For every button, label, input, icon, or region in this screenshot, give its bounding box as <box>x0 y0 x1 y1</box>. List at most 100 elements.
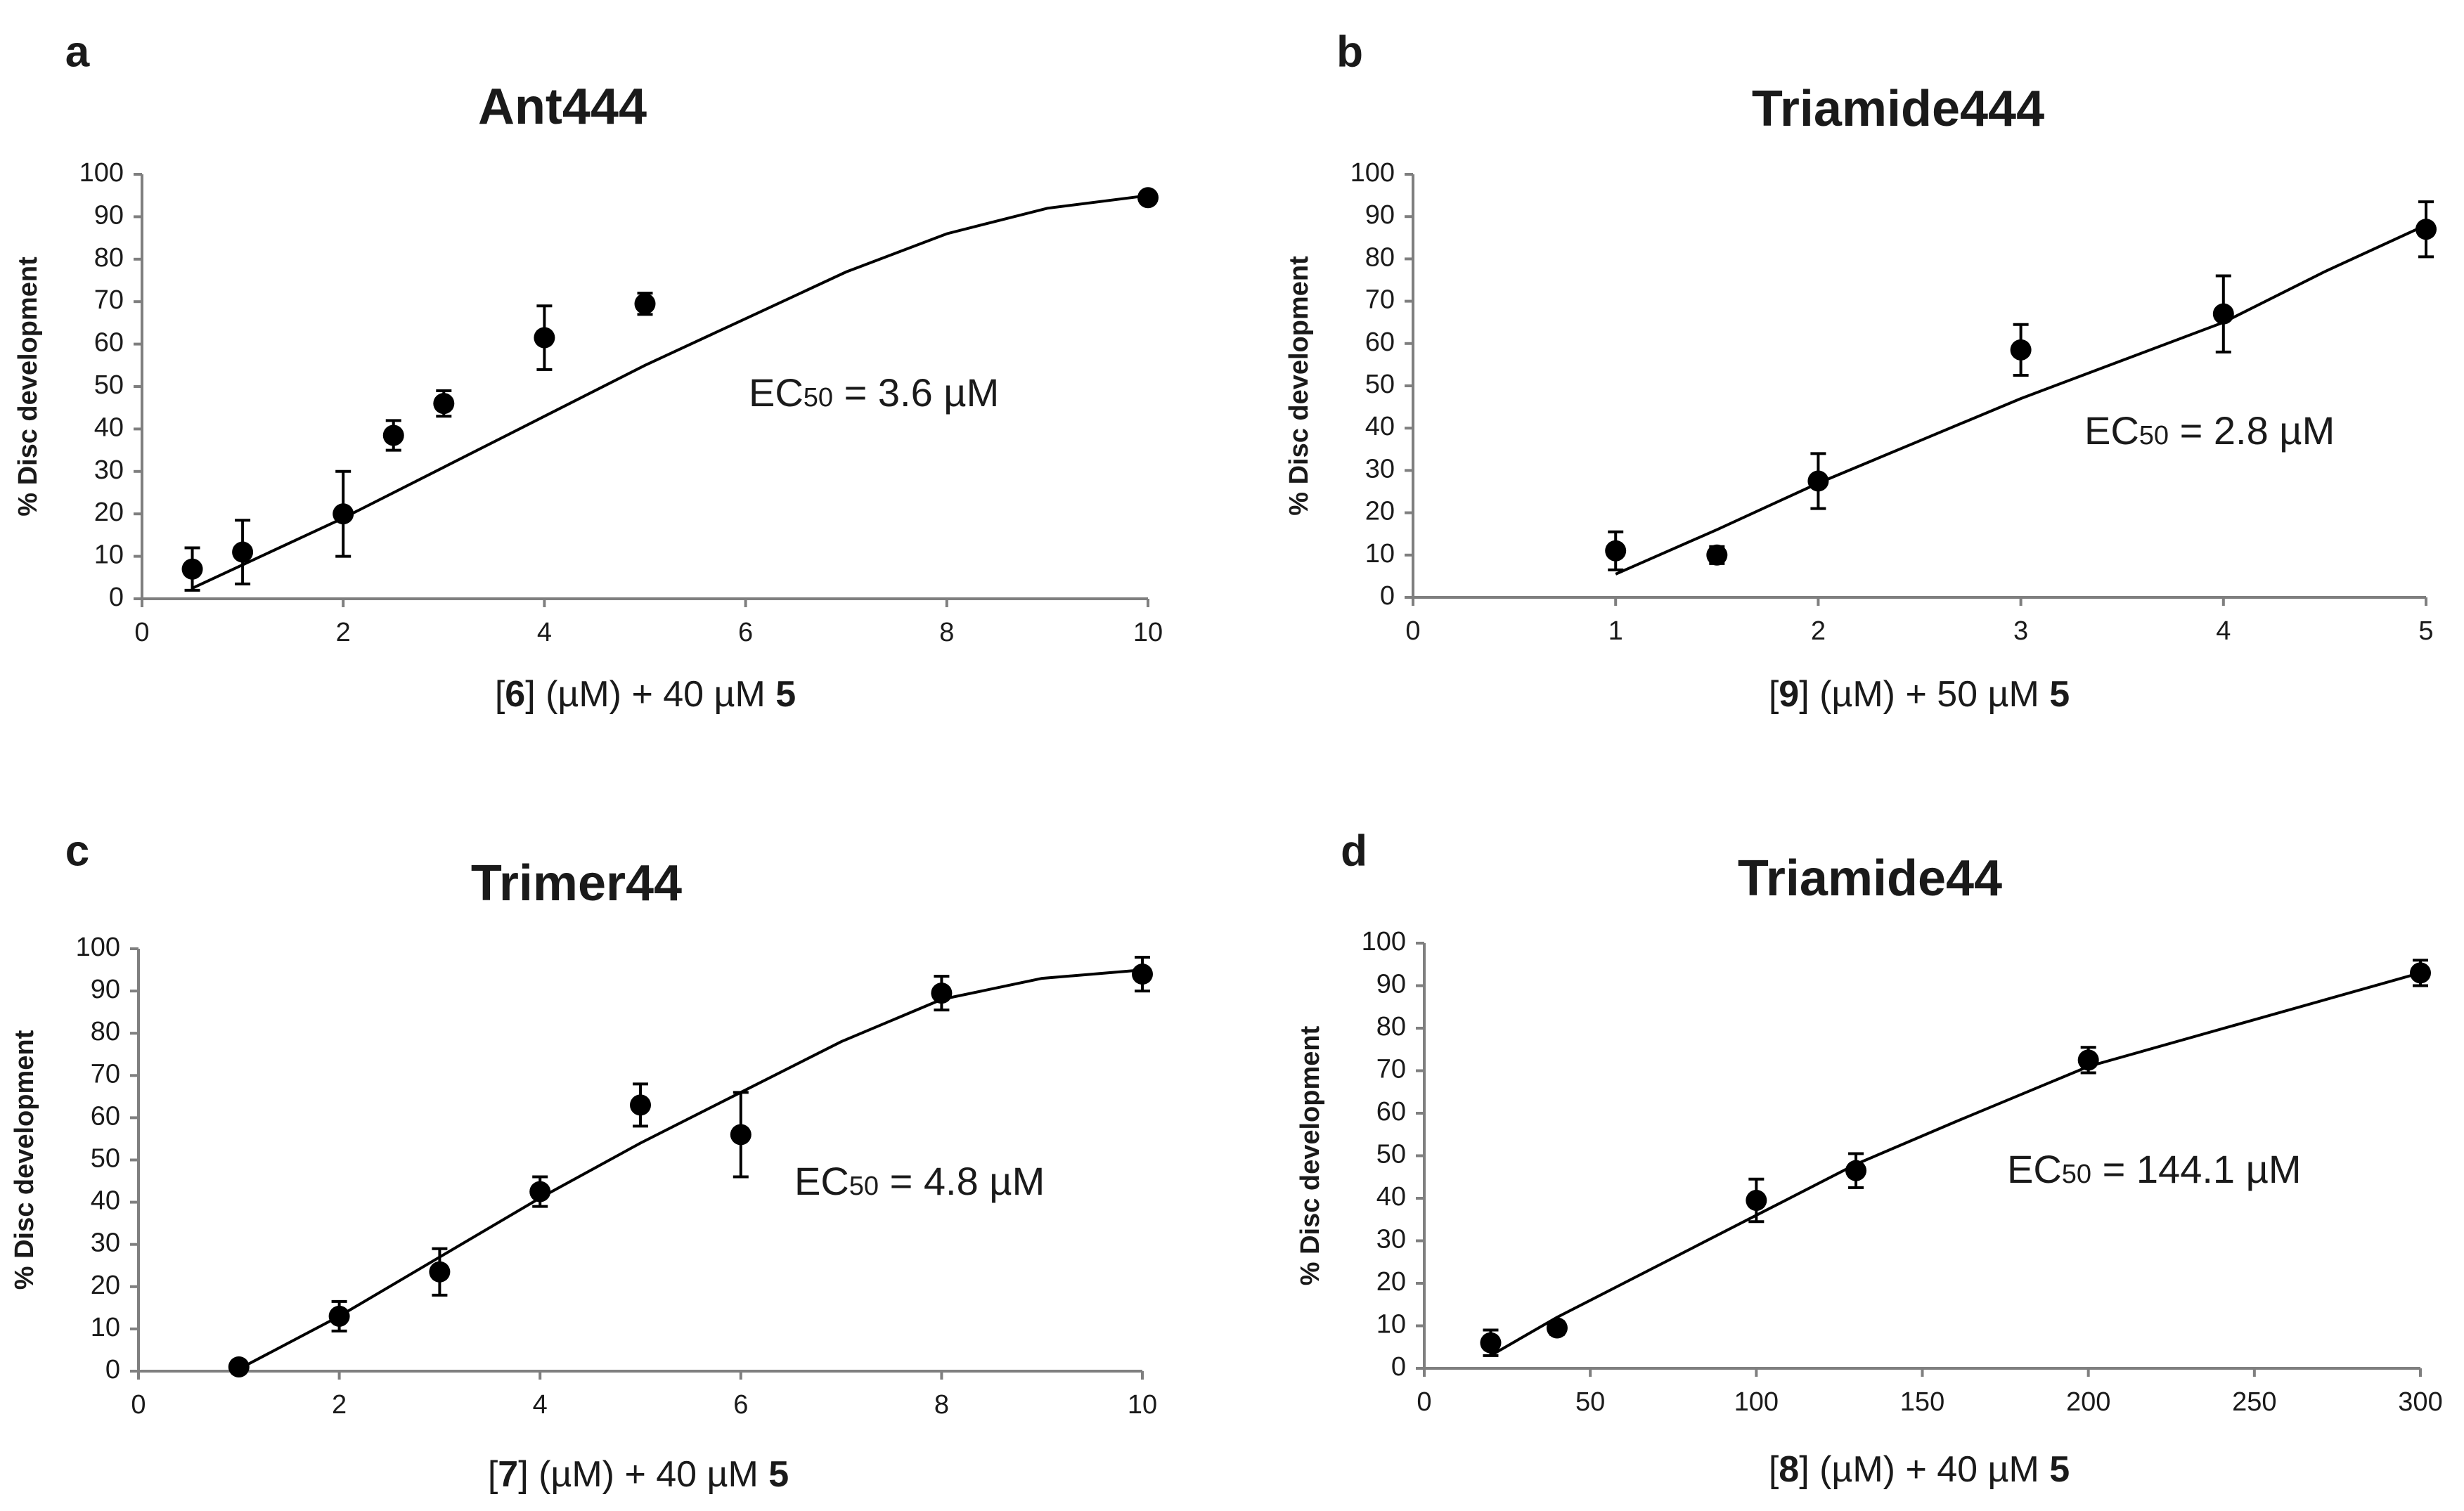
y-axis-label: % Disc development <box>1284 256 1314 516</box>
ec50-annotation: EC50 = 3.6 µM <box>749 370 999 415</box>
x-axis-label-compound: 8 <box>1779 1449 1799 1490</box>
x-tick-label: 200 <box>2066 1387 2110 1417</box>
y-tick-label: 30 <box>1376 1225 1406 1254</box>
y-tick-label: 100 <box>76 933 120 962</box>
x-axis-label: [7] (µM) + 40 µM 5 <box>488 1454 789 1495</box>
data-point <box>1807 470 1829 492</box>
y-tick-label: 100 <box>1362 927 1406 956</box>
ec50-annotation: EC50 = 2.8 µM <box>2084 408 2335 453</box>
x-axis-label: [9] (µM) + 50 µM 5 <box>1769 674 2070 715</box>
y-tick-label: 40 <box>94 413 124 442</box>
data-point <box>1706 544 1728 566</box>
y-axis-label: % Disc development <box>1296 1025 1325 1285</box>
x-axis-label-text: ] (µM) + 40 µM <box>1799 1449 2049 1490</box>
data-point <box>529 1181 551 1202</box>
y-tick-label: 90 <box>1376 970 1406 999</box>
y-tick-label: 60 <box>94 328 124 358</box>
ec50-subscript: 50 <box>804 383 833 413</box>
y-tick-label: 80 <box>94 243 124 273</box>
y-tick-label: 30 <box>91 1228 120 1258</box>
y-tick-label: 50 <box>1376 1140 1406 1169</box>
panel-letter: d <box>1341 826 1367 875</box>
data-point <box>1746 1190 1767 1212</box>
y-tick-label: 10 <box>1376 1310 1406 1340</box>
x-tick-label: 50 <box>1575 1387 1605 1417</box>
ec50-subscript: 50 <box>849 1172 879 1201</box>
data-point <box>1605 540 1627 562</box>
x-tick-label: 1 <box>1608 616 1623 646</box>
y-tick-label: 20 <box>91 1271 120 1300</box>
y-tick-label: 30 <box>94 455 124 485</box>
x-axis-label: [6] (µM) + 40 µM 5 <box>495 674 796 715</box>
data-point <box>2410 962 2431 984</box>
ec50-value: = 144.1 µM <box>2091 1147 2301 1191</box>
data-point <box>630 1094 651 1116</box>
x-tick-label: 4 <box>2216 616 2231 646</box>
y-tick-label: 20 <box>94 498 124 527</box>
data-point <box>333 503 354 525</box>
x-tick-label: 10 <box>1128 1390 1157 1420</box>
data-point <box>429 1261 451 1283</box>
x-tick-label: 3 <box>2013 616 2028 646</box>
x-tick-label: 4 <box>537 618 552 647</box>
data-point <box>1132 964 1153 985</box>
x-axis-label-bracket: [ <box>495 674 505 715</box>
panel-letter: c <box>65 826 89 875</box>
x-tick-label: 0 <box>1417 1387 1431 1417</box>
x-axis-label-compound: 6 <box>505 674 525 715</box>
x-tick-label: 0 <box>131 1390 146 1420</box>
panel-letter: a <box>65 27 90 76</box>
y-tick-label: 90 <box>91 975 120 1004</box>
chart-title: Ant444 <box>478 79 647 135</box>
x-axis-label-bracket: [ <box>1769 1449 1779 1490</box>
data-point <box>328 1305 350 1327</box>
y-tick-label: 60 <box>1365 328 1395 357</box>
y-tick-label: 0 <box>1391 1352 1406 1382</box>
data-point <box>2077 1049 2099 1071</box>
chart-panel-b: b Triamide444 0 10 20 30 40 50 60 70 80 90 100 0 1 2 3 4 5… <box>1284 27 2437 715</box>
y-tick-label: 60 <box>91 1101 120 1131</box>
chart-title: Trimer44 <box>471 855 682 912</box>
chart-title: Triamide444 <box>1752 81 2044 137</box>
x-axis-label-reagent: 5 <box>2049 674 2070 715</box>
y-tick-label: 90 <box>1365 200 1395 230</box>
ec50-annotation: EC50 = 144.1 µM <box>2007 1147 2302 1191</box>
y-tick-label: 80 <box>91 1017 120 1046</box>
ec50-prefix: EC <box>749 370 804 415</box>
x-tick-label: 250 <box>2232 1387 2276 1417</box>
ec50-value: = 3.6 µM <box>833 370 999 415</box>
data-point <box>931 983 953 1004</box>
x-tick-label: 150 <box>1900 1387 1944 1417</box>
x-tick-label: 8 <box>939 618 954 647</box>
x-axis-label-reagent: 5 <box>768 1454 789 1495</box>
x-tick-label: 300 <box>2398 1387 2442 1417</box>
ec50-prefix: EC <box>2007 1147 2062 1191</box>
y-tick-label: 10 <box>1365 539 1395 569</box>
data-point <box>634 293 656 315</box>
y-tick-label: 40 <box>1376 1182 1406 1212</box>
y-axis-label: % Disc development <box>13 257 43 517</box>
ec50-value: = 4.8 µM <box>879 1159 1045 1203</box>
y-tick-label: 10 <box>94 540 124 570</box>
y-tick-label: 70 <box>1376 1055 1406 1084</box>
chart-panel-d: d Triamide44 0 10 20 30 40 50 60 70 80 90 100 0 50 100 1… <box>1296 826 2443 1490</box>
x-axis-label-reagent: 5 <box>775 674 796 715</box>
fit-curve <box>1615 223 2427 576</box>
y-tick-label: 10 <box>91 1313 120 1342</box>
x-axis-label-text: ] (µM) + 40 µM <box>525 674 775 715</box>
y-tick-label: 0 <box>109 583 124 612</box>
y-tick-label: 40 <box>91 1186 120 1216</box>
x-axis-label-compound: 9 <box>1779 674 1799 715</box>
ec50-value: = 2.8 µM <box>2169 408 2335 453</box>
x-axis-label-bracket: [ <box>1769 674 1779 715</box>
data-point <box>232 541 254 563</box>
y-tick-label: 80 <box>1365 242 1395 272</box>
y-tick-label: 90 <box>94 200 124 230</box>
y-tick-label: 40 <box>1365 412 1395 441</box>
y-axis-label: % Disc development <box>10 1030 39 1290</box>
x-tick-label: 0 <box>134 618 149 647</box>
x-axis-label: [8] (µM) + 40 µM 5 <box>1769 1449 2070 1490</box>
data-point <box>534 327 555 349</box>
data-point <box>433 393 455 415</box>
